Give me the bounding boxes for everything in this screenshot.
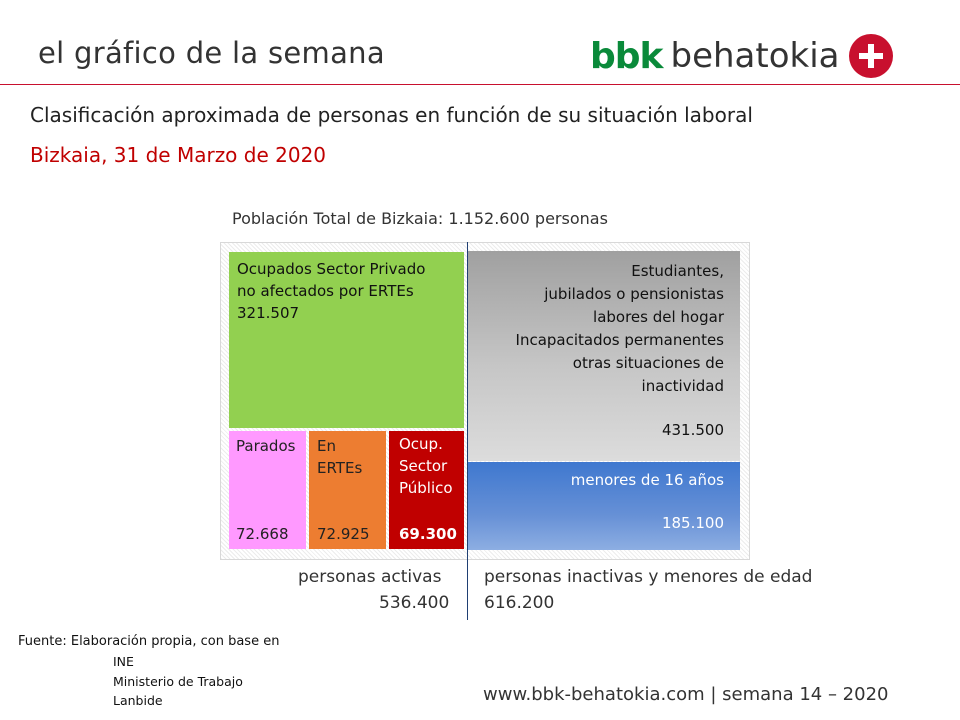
cell-label: Estudiantes, jubilados o pensionistas la… xyxy=(515,262,724,395)
cross-icon xyxy=(849,34,894,78)
cell-label: Ocup. Sector Público xyxy=(399,435,453,497)
cell-label: En ERTEs xyxy=(317,437,363,477)
cell-value: 72.668 xyxy=(236,525,289,543)
cell-label: menores de 16 años xyxy=(570,471,724,489)
cell-value: 321.507 xyxy=(237,304,300,322)
header-title: el gráfico de la semana xyxy=(38,36,385,70)
logo: bbk behatokia xyxy=(590,33,894,79)
page-title: Clasificación aproximada de personas en … xyxy=(30,103,753,127)
group-value-activas: 536.400 xyxy=(379,593,450,613)
source-item: INE xyxy=(113,654,134,669)
cell-value: 69.300 xyxy=(399,525,457,543)
group-value-inactivas: 616.200 xyxy=(484,593,555,613)
cell-ocupados-privado: Ocupados Sector Privado no afectados por… xyxy=(229,252,464,428)
group-label-activas: personas activas xyxy=(298,567,442,587)
page-subtitle: Bizkaia, 31 de Marzo de 2020 xyxy=(30,143,327,167)
cell-en-ertes: En ERTEs 72.925 xyxy=(309,431,386,549)
cell-label: Parados xyxy=(236,437,296,455)
source-item: Lanbide xyxy=(113,693,163,708)
cell-value: 72.925 xyxy=(317,525,370,543)
cell-inactivos: Estudiantes, jubilados o pensionistas la… xyxy=(468,251,740,461)
logo-brand: bbk xyxy=(590,35,663,77)
cell-value: 431.500 xyxy=(661,421,724,439)
footer-text: www.bbk-behatokia.com | semana 14 – 2020 xyxy=(483,684,889,705)
cell-ocupados-publico: Ocup. Sector Público 69.300 xyxy=(389,431,464,549)
group-divider xyxy=(467,242,468,620)
source-item: Ministerio de Trabajo xyxy=(113,674,243,689)
source-label: Fuente: Elaboración propia, con base en xyxy=(18,634,280,649)
group-label-inactivas: personas inactivas y menores de edad xyxy=(484,567,813,587)
chart-title: Población Total de Bizkaia: 1.152.600 pe… xyxy=(232,209,608,228)
cell-menores-16: menores de 16 años 185.100 xyxy=(468,462,740,550)
logo-name: behatokia xyxy=(670,36,840,76)
cell-parados: Parados 72.668 xyxy=(229,431,306,549)
header-divider xyxy=(0,84,960,85)
cell-label: Ocupados Sector Privado no afectados por… xyxy=(237,260,426,300)
cell-value: 185.100 xyxy=(661,514,724,532)
